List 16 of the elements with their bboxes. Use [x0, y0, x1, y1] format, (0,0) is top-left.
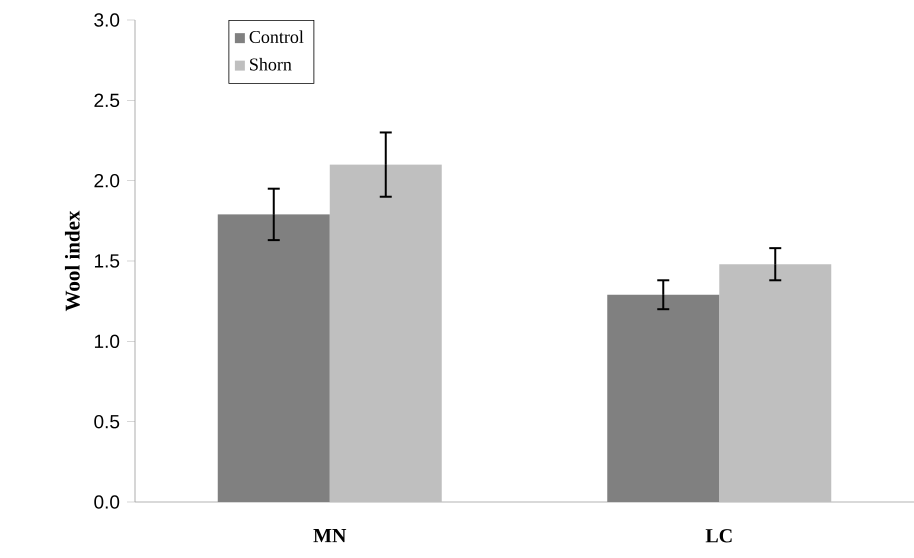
y-tick-label: 0.5: [94, 414, 120, 428]
bar: [330, 164, 442, 502]
legend-label: Shorn: [250, 58, 292, 71]
bar: [218, 214, 330, 502]
x-tick-label: MN: [313, 529, 346, 542]
bar: [607, 294, 720, 502]
y-tick-label: 0.0: [94, 495, 120, 509]
y-tick-label: 1.5: [94, 254, 120, 268]
bar: [719, 264, 832, 502]
legend-label: Control: [250, 30, 304, 44]
y-tick-label: 1.0: [94, 334, 120, 348]
x-tick-label: LC: [706, 529, 732, 542]
y-tick-label: 2.5: [94, 94, 120, 108]
y-tick-label: 2.0: [94, 174, 120, 188]
y-tick-label: 3.0: [94, 13, 120, 27]
y-axis-title: Wool index: [64, 210, 80, 312]
